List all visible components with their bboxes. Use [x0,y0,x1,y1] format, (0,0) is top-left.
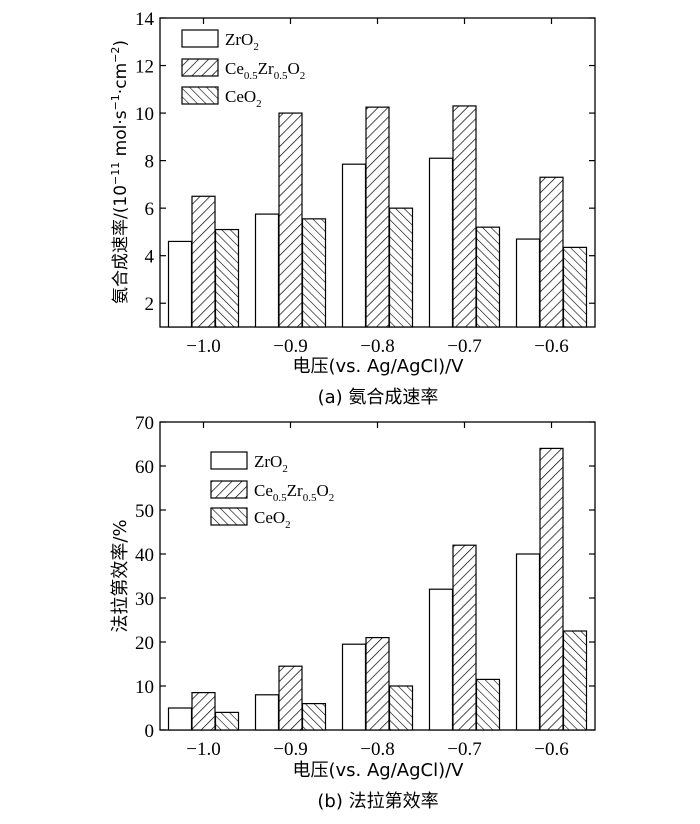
chart-caption: (a) 氨合成速率 [318,387,439,408]
legend-swatch-ceo2 [210,507,248,526]
y-tick-label: 20 [135,633,154,654]
legend-label-zro2: ZrO2 [254,452,288,475]
bar-cezr [365,106,390,328]
legend: ZrO2 Ce0.5Zr0.5O2 CeO2 [181,29,305,110]
legend-swatch-ceo2 [181,86,219,105]
bar-zro2 [167,240,193,328]
y-tick-label: 10 [135,677,154,698]
bar-ceo2 [475,678,501,731]
bar-cezr [191,691,216,731]
bar-zro2 [428,157,454,328]
bar-zro2 [515,553,541,731]
bar-ceo2 [301,702,327,731]
x-tick-label: −0.8 [360,739,394,760]
bar-ceo2 [562,630,588,731]
legend-label-cezr: Ce0.5Zr0.5O2 [225,59,305,82]
legend-label-cezr: Ce0.5Zr0.5O2 [254,481,334,504]
y-tick-label: 10 [135,104,154,125]
legend-label-zro2: ZrO2 [225,30,259,53]
bar-cezr [278,112,303,328]
legend-swatch-cezr [181,58,219,77]
y-tick-label: 60 [135,457,154,478]
legend-swatch-zro2 [210,451,248,470]
bar-cezr [452,544,477,731]
y-axis: 2 4 6 8 10 12 14 [135,9,595,315]
x-axis-label: 电压(vs. Ag/AgCl)/V [292,760,464,781]
y-tick-label: 70 [135,413,154,434]
bar-zro2 [167,707,193,731]
bar-cezr [452,105,477,328]
bar-ceo2 [301,218,327,328]
y-tick-label: 2 [145,294,155,315]
y-axis: 0 10 20 30 40 50 60 70 [135,413,595,742]
bars [167,447,588,731]
bar-ceo2 [388,685,414,731]
x-axis-label: 电压(vs. Ag/AgCl)/V [292,356,464,377]
y-tick-label: 8 [145,152,155,173]
y-tick-label: 12 [135,57,154,78]
bar-zro2 [254,213,280,328]
bar-ceo2 [562,246,588,328]
bar-ceo2 [214,228,240,328]
y-tick-label: 14 [135,9,155,30]
x-tick-label: −0.6 [534,336,568,357]
x-tick-label: −0.7 [447,336,481,357]
bars [167,105,588,328]
y-tick-label: 30 [135,589,154,610]
legend-swatch-cezr [210,480,248,499]
bar-zro2 [515,238,541,328]
bar-ceo2 [214,711,240,731]
y-axis-label: 氨合成速率/(10−11 mol·s−1·cm−2) [109,40,131,304]
chart-ammonia-rate: 2 4 6 8 10 12 14 −1.0 −0.9 −0.8 −0.7 −0.6 ZrO2 Ce0… [109,9,596,408]
bar-zro2 [254,694,280,731]
x-tick-label: −0.7 [447,739,481,760]
bar-cezr [278,665,303,731]
bar-zro2 [341,163,367,328]
y-tick-label: 0 [145,721,155,742]
bar-zro2 [341,643,367,731]
x-tick-label: −0.6 [534,739,568,760]
bar-zro2 [428,588,454,731]
chart-caption: (b) 法拉第效率 [317,791,438,812]
bar-ceo2 [388,207,414,328]
x-tick-label: −0.9 [273,739,307,760]
bar-cezr [539,447,564,731]
legend-label-ceo2: CeO2 [254,508,291,531]
bar-cezr [365,636,390,731]
y-tick-label: 50 [135,501,154,522]
x-tick-label: −0.9 [273,336,307,357]
chart-faradaic-efficiency: 0 10 20 30 40 50 60 70 −1.0 −0.9 −0.8 −0.7 −0.6 ZrO… [110,413,596,812]
x-tick-label: −1.0 [186,336,220,357]
y-tick-label: 40 [135,545,154,566]
legend: ZrO2 Ce0.5Zr0.5O2 CeO2 [210,451,334,531]
bar-ceo2 [475,226,501,328]
x-tick-label: −0.8 [360,336,394,357]
bar-cezr [191,195,216,328]
x-tick-label: −1.0 [186,739,220,760]
legend-label-ceo2: CeO2 [225,87,262,110]
bar-cezr [539,176,564,328]
y-axis-label: 法拉第效率/% [110,519,131,632]
y-tick-label: 6 [145,199,155,220]
y-tick-label: 4 [145,247,155,268]
legend-swatch-zro2 [181,29,219,48]
